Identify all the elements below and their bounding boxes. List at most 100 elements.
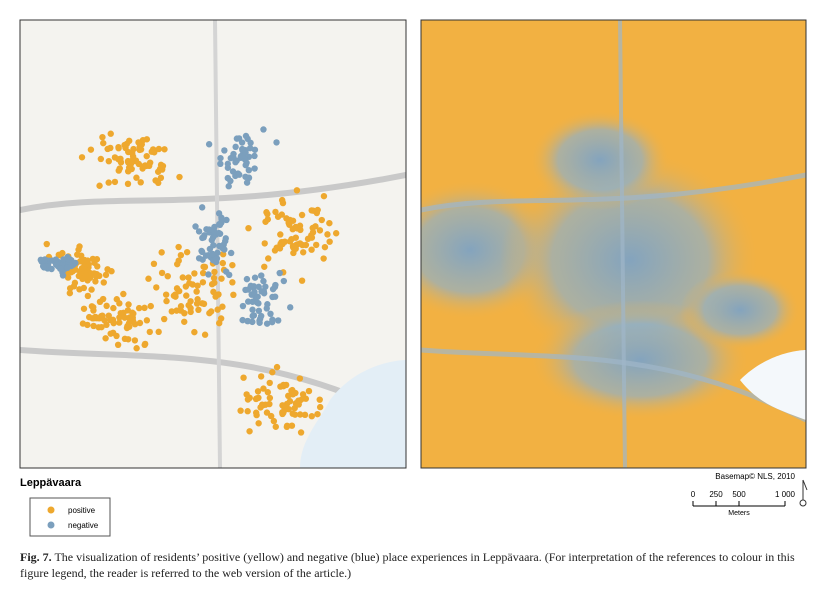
dot bbox=[272, 208, 279, 216]
dot bbox=[65, 256, 72, 263]
dot bbox=[316, 403, 324, 411]
dot bbox=[113, 332, 120, 340]
dot bbox=[115, 145, 122, 152]
dot bbox=[135, 160, 142, 168]
water bbox=[740, 350, 806, 420]
dot bbox=[281, 405, 288, 412]
dot bbox=[273, 363, 281, 371]
dot bbox=[229, 279, 236, 286]
dot bbox=[297, 429, 305, 436]
dot bbox=[314, 410, 321, 418]
dot bbox=[198, 247, 205, 255]
dot bbox=[130, 318, 137, 325]
dot bbox=[289, 242, 297, 250]
dot bbox=[155, 145, 163, 153]
scale-label: 500 bbox=[732, 490, 746, 499]
dot bbox=[292, 389, 299, 397]
dot bbox=[308, 246, 315, 253]
dot bbox=[75, 246, 82, 253]
north-arrow bbox=[799, 499, 807, 507]
dot bbox=[255, 307, 263, 315]
dot bbox=[157, 174, 165, 182]
dot bbox=[301, 411, 309, 419]
north-arrow bbox=[802, 479, 808, 500]
dot bbox=[263, 209, 270, 216]
dot bbox=[147, 302, 154, 310]
dot bbox=[254, 388, 262, 395]
right-map bbox=[421, 20, 806, 468]
dot bbox=[136, 319, 144, 327]
dot bbox=[88, 303, 96, 310]
scale-label: 1 000 bbox=[775, 490, 796, 499]
dot bbox=[219, 259, 226, 267]
heat-area bbox=[530, 110, 670, 210]
dot bbox=[183, 292, 190, 299]
dot bbox=[227, 249, 235, 257]
dot bbox=[98, 323, 105, 331]
dot bbox=[97, 155, 105, 163]
dot bbox=[302, 395, 310, 402]
dot bbox=[143, 152, 150, 160]
dot bbox=[103, 302, 110, 310]
dot bbox=[136, 146, 143, 154]
dot bbox=[267, 310, 274, 318]
dot bbox=[168, 308, 175, 315]
dot bbox=[219, 303, 226, 310]
dot bbox=[183, 248, 191, 256]
dot bbox=[247, 139, 254, 147]
dot bbox=[87, 146, 95, 153]
dot bbox=[195, 306, 202, 314]
dot bbox=[120, 290, 127, 298]
dot bbox=[251, 274, 259, 281]
dot bbox=[256, 317, 263, 324]
dot bbox=[309, 224, 316, 232]
legend-swatch bbox=[47, 506, 55, 514]
dot bbox=[245, 174, 253, 181]
caption: Fig. 7. The visualization of residents’ … bbox=[20, 549, 815, 581]
dot bbox=[105, 179, 112, 186]
dot bbox=[125, 301, 132, 308]
dot bbox=[216, 319, 223, 327]
dot bbox=[298, 277, 306, 284]
dot bbox=[245, 224, 252, 232]
dot bbox=[292, 234, 299, 241]
dot bbox=[216, 221, 224, 229]
dot bbox=[232, 143, 239, 151]
dot bbox=[260, 385, 267, 392]
dot bbox=[260, 126, 267, 133]
legend-label: negative bbox=[68, 521, 99, 530]
dot bbox=[225, 183, 232, 190]
dot bbox=[141, 162, 149, 169]
dot bbox=[243, 391, 250, 398]
dot bbox=[272, 281, 279, 289]
dot bbox=[80, 305, 88, 312]
dot bbox=[66, 289, 74, 297]
dot bbox=[124, 180, 132, 188]
dot bbox=[239, 316, 246, 324]
dot bbox=[74, 251, 81, 258]
dot bbox=[261, 240, 268, 247]
dot bbox=[208, 236, 216, 244]
dot bbox=[212, 255, 220, 263]
dot bbox=[135, 139, 142, 146]
dot bbox=[109, 316, 117, 324]
dot bbox=[289, 217, 297, 224]
dot bbox=[48, 265, 55, 273]
dot bbox=[158, 249, 165, 256]
dot bbox=[313, 241, 320, 249]
dot bbox=[254, 293, 261, 300]
scale-unit: Meters bbox=[728, 510, 750, 517]
dot bbox=[206, 245, 214, 253]
dot bbox=[255, 420, 262, 427]
heat-area bbox=[680, 270, 800, 350]
dot bbox=[326, 219, 333, 227]
dot bbox=[60, 256, 67, 263]
dot bbox=[79, 320, 87, 327]
dot bbox=[261, 263, 268, 270]
dot bbox=[102, 271, 110, 279]
dot bbox=[208, 281, 216, 288]
dot bbox=[214, 306, 221, 313]
dot bbox=[108, 268, 115, 275]
dot bbox=[105, 312, 112, 319]
